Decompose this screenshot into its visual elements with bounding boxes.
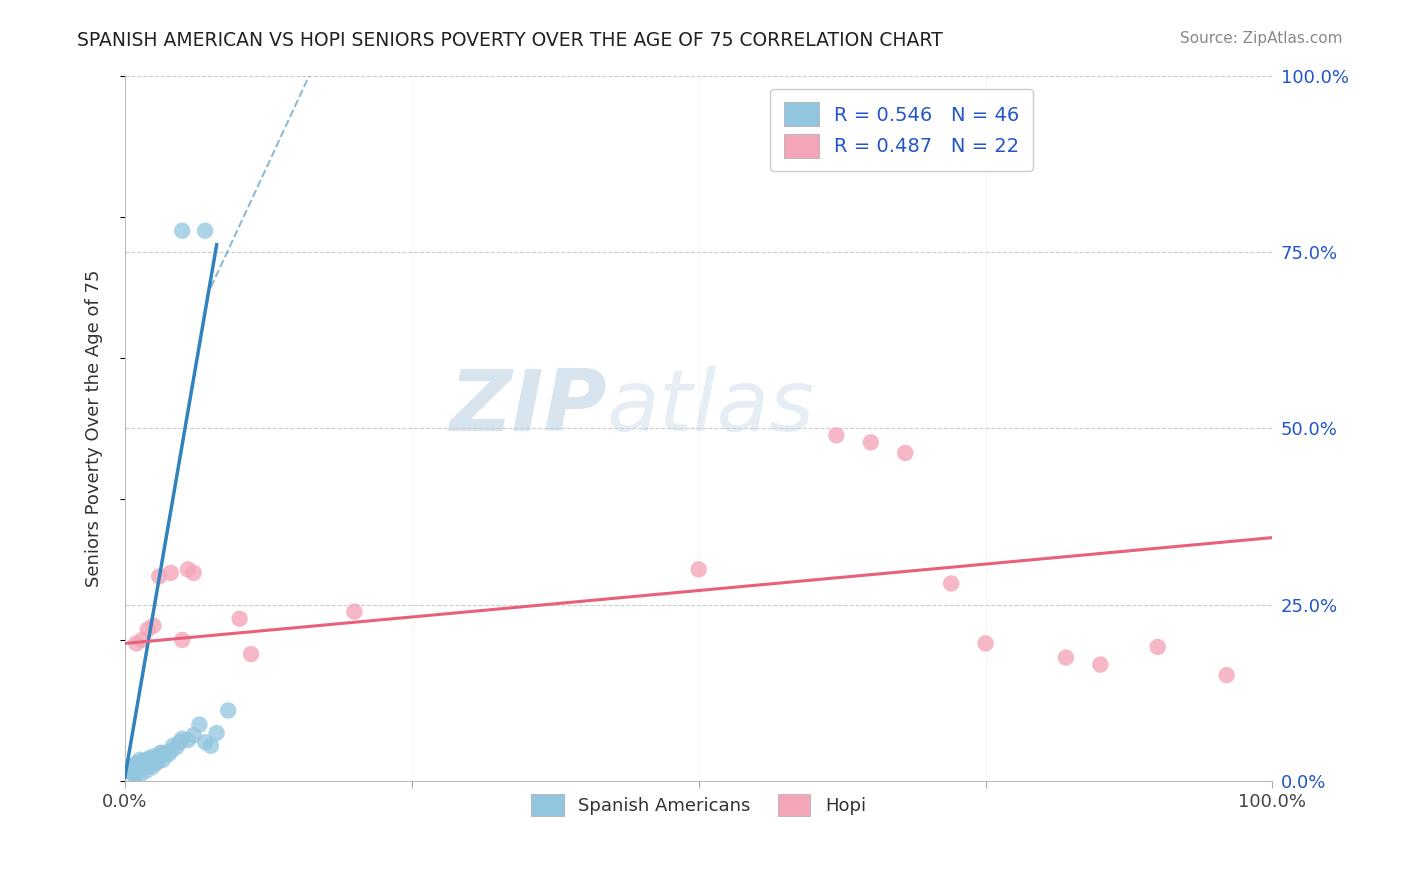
Point [240,647,263,661]
Point [825,428,848,442]
Point [138,751,160,765]
Legend: Spanish Americans, Hopi: Spanish Americans, Hopi [523,785,875,825]
Point [134,760,156,774]
Point [125,756,148,771]
Point [124,768,146,782]
Point [142,749,165,764]
Point [169,735,191,749]
Point [146,754,169,768]
Point [141,756,163,771]
Point [343,605,366,619]
Point [1090,657,1112,672]
Point [1215,668,1237,682]
Point [939,576,962,591]
Point [159,566,181,580]
Point [200,739,222,753]
Text: atlas: atlas [607,366,815,449]
Point [142,619,165,633]
Point [129,767,152,781]
Point [145,756,167,771]
Point [125,636,148,650]
Point [127,758,149,772]
Point [183,566,205,580]
Point [859,435,882,450]
Point [136,753,159,767]
Point [188,717,211,731]
Point [131,632,153,647]
Point [143,753,166,767]
Point [134,758,156,772]
Point [146,751,169,765]
Point [194,735,217,749]
Point [128,764,150,778]
Text: ZIP: ZIP [450,366,607,449]
Point [122,765,145,780]
Point [150,747,173,762]
Point [153,746,176,760]
Point [139,754,162,768]
Point [152,753,174,767]
Text: SPANISH AMERICAN VS HOPI SENIORS POVERTY OVER THE AGE OF 75 CORRELATION CHART: SPANISH AMERICAN VS HOPI SENIORS POVERTY… [77,31,943,50]
Point [157,747,180,762]
Point [136,623,159,637]
Point [135,764,157,778]
Point [974,636,997,650]
Point [1054,650,1077,665]
Point [131,756,153,771]
Point [194,224,217,238]
Point [128,753,150,767]
Point [132,754,155,768]
Point [172,731,194,746]
Point [141,760,163,774]
Point [172,632,194,647]
Point [177,733,200,747]
Point [205,726,228,740]
Point [177,562,200,576]
Point [688,562,710,576]
Point [1146,640,1168,654]
Point [894,446,917,460]
Point [125,761,148,775]
Point [172,224,194,238]
Point [183,728,205,742]
Point [149,746,172,760]
Point [217,703,239,717]
Text: Source: ZipAtlas.com: Source: ZipAtlas.com [1180,31,1343,46]
Point [148,749,170,764]
Point [162,739,184,753]
Point [228,612,250,626]
Point [148,569,170,583]
Point [121,767,143,781]
Y-axis label: Seniors Poverty Over the Age of 75: Seniors Poverty Over the Age of 75 [86,269,103,587]
Point [120,760,142,774]
Point [166,740,188,755]
Point [121,764,143,778]
Point [159,744,181,758]
